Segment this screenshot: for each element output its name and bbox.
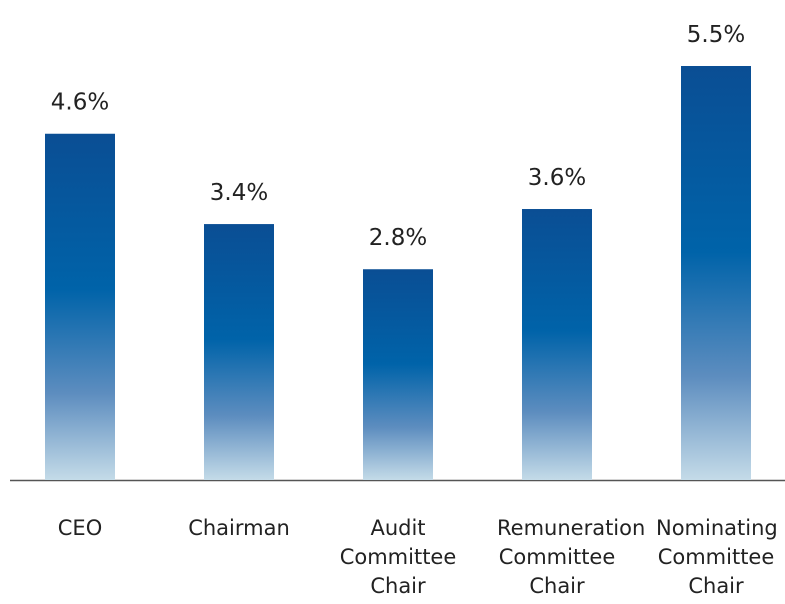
value-label: 2.8% — [369, 225, 427, 251]
bar — [681, 66, 751, 480]
x-tick-label: Nominating Committee Chair — [656, 516, 778, 598]
x-tick-label: CEO — [57, 516, 103, 540]
bar — [363, 269, 433, 480]
value-label: 5.5% — [687, 22, 745, 48]
value-label: 3.6% — [528, 165, 586, 191]
x-tick-label: Audit Committee Chair — [339, 516, 457, 598]
value-label: 4.6% — [51, 90, 109, 116]
value-label: 3.4% — [210, 180, 268, 206]
x-tick-label: Chairman — [188, 516, 290, 540]
bar — [522, 209, 592, 480]
bar — [45, 133, 115, 480]
x-tick-label: Remuneration Committee Chair — [497, 516, 646, 598]
bar — [204, 224, 274, 480]
